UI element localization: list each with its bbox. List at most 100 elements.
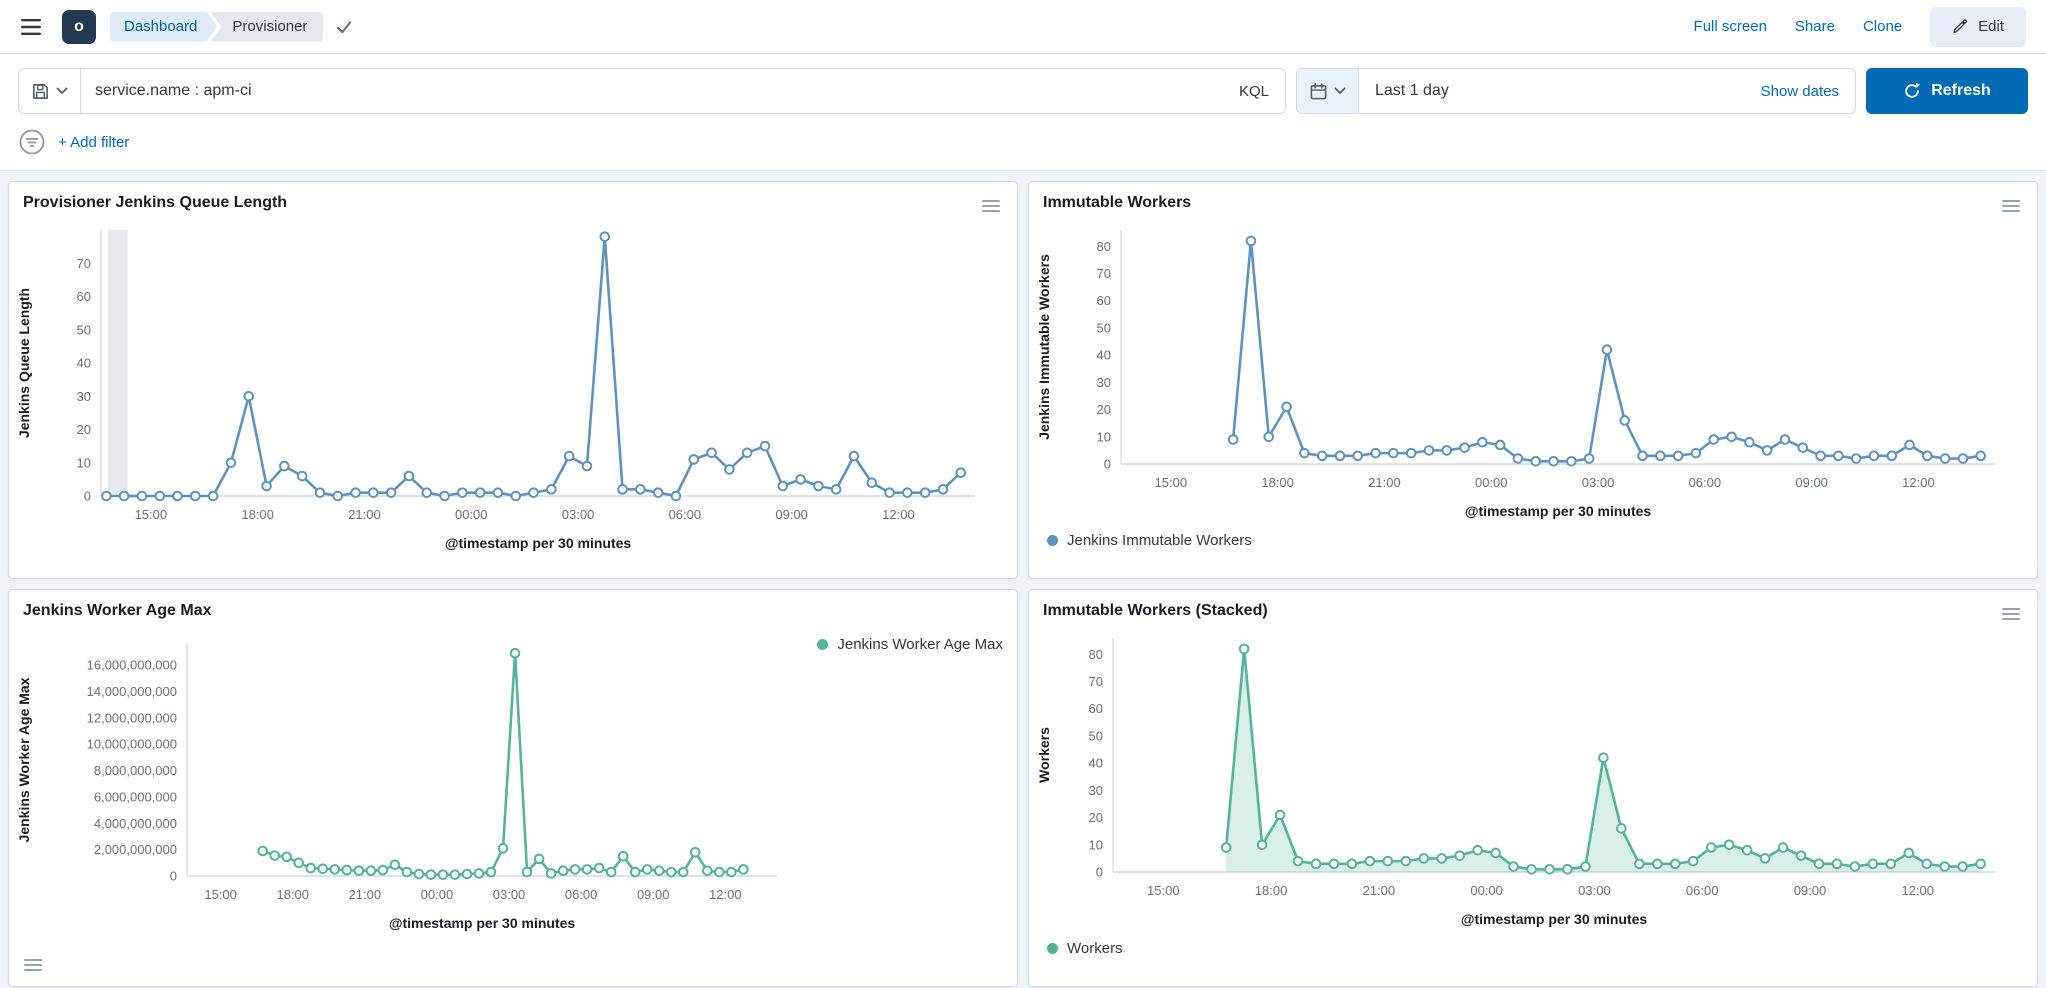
legend-label[interactable]: Jenkins Immutable Workers [1067, 532, 1252, 549]
panel-jenkins-worker-age-max: Jenkins Worker Age Max Jenkins Worker Ag… [8, 589, 1018, 987]
refresh-button-label: Refresh [1931, 82, 1991, 99]
svg-text:40: 40 [1089, 756, 1103, 771]
svg-text:03:00: 03:00 [562, 507, 595, 522]
svg-text:15:00: 15:00 [1147, 883, 1180, 898]
edit-button[interactable]: Edit [1930, 6, 2026, 47]
svg-text:30: 30 [77, 389, 91, 404]
svg-text:20: 20 [77, 422, 91, 437]
saved-query-menu-button[interactable] [19, 69, 81, 113]
show-dates-link[interactable]: Show dates [1745, 83, 1855, 100]
chart-legend: Workers [1029, 934, 2037, 957]
svg-text:80: 80 [1097, 239, 1111, 254]
svg-text:Jenkins Worker Age Max: Jenkins Worker Age Max [16, 677, 32, 842]
legend-dot [1047, 535, 1058, 546]
svg-text:0: 0 [170, 869, 177, 884]
svg-text:12:00: 12:00 [1902, 475, 1935, 490]
breadcrumb-provisioner[interactable]: Provisioner [210, 11, 324, 42]
svg-text:18:00: 18:00 [1255, 883, 1288, 898]
svg-text:70: 70 [1097, 266, 1111, 281]
legend-label[interactable]: Jenkins Worker Age Max [837, 636, 1003, 653]
space-avatar[interactable]: o [62, 9, 96, 44]
svg-text:60: 60 [77, 289, 91, 304]
svg-text:06:00: 06:00 [669, 507, 702, 522]
refresh-button[interactable]: Refresh [1866, 68, 2028, 114]
breadcrumb-dashboard[interactable]: Dashboard [110, 12, 217, 42]
legend-dot [817, 639, 829, 650]
time-range-value[interactable]: Last 1 day [1375, 82, 1449, 99]
svg-text:06:00: 06:00 [565, 887, 598, 902]
panel-title: Immutable Workers [1043, 194, 1192, 211]
hamburger-icon [21, 18, 41, 35]
svg-text:Jenkins Queue Length: Jenkins Queue Length [16, 288, 32, 438]
share-link[interactable]: Share [1794, 18, 1835, 35]
svg-text:@timestamp per 30 minutes: @timestamp per 30 minutes [389, 915, 576, 931]
filter-options-button[interactable] [18, 128, 46, 156]
panel-header: Jenkins Worker Age Max [9, 590, 1017, 622]
clone-link[interactable]: Clone [1862, 18, 1903, 35]
panel-options-icon[interactable] [1997, 194, 2025, 221]
chart-immutable-workers[interactable]: 0 10 20 30 40 50 60 70 80 15:00 18:00 21:00 00:00 03:… [1029, 214, 2037, 526]
dashboard-panels: Provisioner Jenkins Queue Length 0 10 20 30… [0, 171, 2046, 988]
topbar-actions: Full screen Share Clone Edit [1693, 6, 2026, 47]
chart-legend: Jenkins Immutable Workers [1029, 526, 2037, 549]
svg-text:60: 60 [1097, 293, 1111, 308]
panel-immutable-workers-stacked: Immutable Workers (Stacked) 0 10 20 30 40 50 6… [1028, 589, 2038, 987]
svg-text:50: 50 [1097, 320, 1111, 335]
svg-text:09:00: 09:00 [1795, 475, 1828, 490]
kql-toggle[interactable]: KQL [1238, 82, 1269, 100]
svg-text:09:00: 09:00 [1794, 883, 1827, 898]
svg-text:21:00: 21:00 [1363, 883, 1396, 898]
add-filter-link[interactable]: + Add filter [58, 133, 130, 151]
panel-title: Provisioner Jenkins Queue Length [23, 194, 288, 211]
svg-text:40: 40 [1097, 348, 1111, 363]
svg-text:Jenkins Immutable Workers: Jenkins Immutable Workers [1036, 254, 1052, 440]
svg-text:21:00: 21:00 [348, 507, 381, 522]
edit-button-label: Edit [1978, 18, 2004, 35]
svg-text:20: 20 [1089, 810, 1103, 825]
svg-text:03:00: 03:00 [1578, 883, 1611, 898]
calendar-icon [1310, 82, 1327, 99]
svg-text:15:00: 15:00 [135, 507, 168, 522]
chart-queue-length[interactable]: 0 10 20 30 40 50 60 70 15:00 18:00 21:00 00:00 03:00… [9, 214, 1017, 564]
legend-label[interactable]: Workers [1067, 940, 1123, 957]
panel-options-icon[interactable] [1997, 602, 2025, 629]
chevron-down-icon [1334, 87, 1346, 95]
svg-text:10: 10 [77, 455, 91, 470]
chart-workers-stacked[interactable]: 0 10 20 30 40 50 60 70 80 15:00 18:00 21:00 00:00 03:… [1029, 622, 2037, 934]
svg-text:03:00: 03:00 [493, 887, 526, 902]
svg-text:15:00: 15:00 [1155, 475, 1188, 490]
svg-text:8,000,000,000: 8,000,000,000 [94, 763, 177, 778]
panel-options-icon[interactable] [19, 953, 47, 980]
svg-text:12:00: 12:00 [709, 887, 742, 902]
query-bar: KQL Last 1 day Show dates [0, 54, 2046, 120]
pencil-icon [1953, 19, 1968, 33]
svg-text:14,000,000,000: 14,000,000,000 [87, 684, 177, 699]
svg-text:10: 10 [1097, 429, 1111, 444]
svg-text:18:00: 18:00 [241, 507, 274, 522]
panel-provisioner-jenkins-queue-length: Provisioner Jenkins Queue Length 0 10 20 30… [8, 181, 1018, 579]
panel-options-icon[interactable] [977, 194, 1005, 221]
filter-bar: + Add filter [0, 120, 2046, 171]
filter-circle-icon [19, 129, 45, 155]
topbar-left: o Dashboard Provisioner [14, 9, 353, 44]
svg-text:2,000,000,000: 2,000,000,000 [94, 842, 177, 857]
legend-dot [1047, 943, 1058, 954]
svg-text:4,000,000,000: 4,000,000,000 [94, 816, 177, 831]
svg-text:40: 40 [77, 356, 91, 371]
panel-header: Immutable Workers (Stacked) [1029, 590, 2037, 622]
svg-text:10: 10 [1089, 837, 1103, 852]
date-quick-select-button[interactable] [1297, 69, 1359, 113]
svg-text:@timestamp per 30 minutes: @timestamp per 30 minutes [445, 535, 632, 551]
search-query-input[interactable] [81, 82, 1223, 100]
svg-text:0: 0 [84, 489, 91, 504]
full-screen-link[interactable]: Full screen [1693, 18, 1767, 35]
svg-text:70: 70 [1089, 674, 1103, 689]
svg-text:50: 50 [77, 322, 91, 337]
chart-worker-age-max[interactable]: 0 2,000,000,000 4,000,000,000 6,000,000,000… [9, 622, 1017, 940]
menu-icon[interactable] [14, 12, 48, 42]
svg-text:21:00: 21:00 [349, 887, 382, 902]
saved-check-icon [335, 18, 353, 36]
svg-text:06:00: 06:00 [1689, 475, 1722, 490]
svg-text:03:00: 03:00 [1582, 475, 1615, 490]
